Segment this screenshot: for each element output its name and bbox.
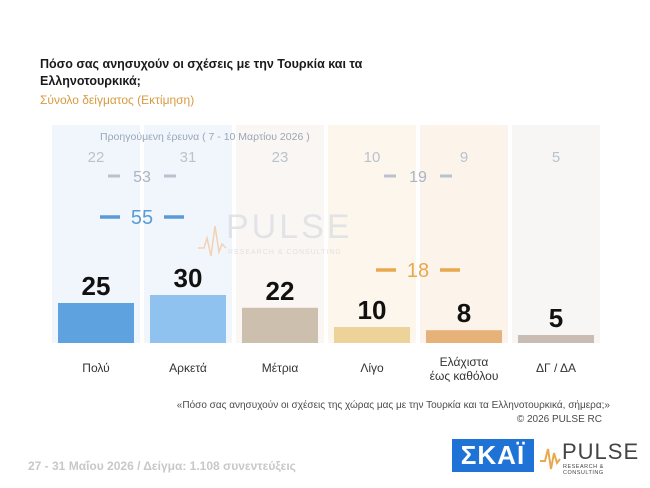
pulse-logo-sub: RESEARCH & CONSULTING (563, 464, 604, 476)
bar (426, 330, 502, 343)
survey-footer: 27 - 31 Μαΐου 2026 / Δείγμα: 1.108 συνεν… (28, 459, 296, 473)
column-background (512, 125, 600, 343)
value-label: 8 (457, 298, 471, 328)
group-total: 55 (131, 207, 153, 229)
previous-group-total: 19 (409, 169, 427, 186)
value-label: 30 (174, 263, 203, 293)
group-total: 18 (407, 260, 429, 282)
copyright: © 2026 PULSE RC (516, 414, 602, 425)
previous-group-total: 53 (133, 169, 151, 186)
previous-value-label: 31 (180, 149, 197, 166)
watermark-sub: RESEARCH & CONSULTING (228, 249, 342, 256)
value-label: 25 (82, 271, 111, 301)
skai-logo: ΣΚΑΪ (452, 439, 534, 472)
pulse-logo: PULSE RESEARCH & CONSULTING (540, 437, 640, 477)
category-label: Αρκετά (169, 361, 207, 375)
previous-value-label: 5 (552, 149, 560, 166)
chart-title: Πόσο σας ανησυχούν οι σχέσεις με την Του… (40, 57, 363, 88)
value-label: 5 (549, 303, 563, 333)
category-label: Λίγο (360, 361, 384, 375)
pulse-wave-icon (540, 448, 561, 470)
previous-value-label: 23 (272, 149, 289, 166)
column-background (420, 125, 508, 343)
category-label: Ελάχιστα έως καθόλου (430, 355, 499, 383)
previous-value-label: 9 (460, 149, 468, 166)
bar-chart: PULSE RESEARCH & CONSULTING 22 31 23 10 9 5 5… (52, 125, 600, 383)
value-label: 10 (358, 295, 387, 325)
previous-value-label: 10 (364, 149, 381, 166)
previous-value-label: 22 (88, 149, 105, 166)
bar (150, 295, 226, 343)
bar (58, 303, 134, 343)
chart-subtitle: Σύνολο δείγματος (Εκτίμηση) (40, 93, 195, 107)
previous-survey-label: Προηγούμενη έρευνα ( 7 - 10 Μαρτίου 2026… (100, 131, 310, 143)
column-background (236, 125, 324, 343)
watermark-word: PULSE (226, 208, 353, 246)
category-label: ΔΓ / ΔΑ (536, 361, 576, 375)
column-background (328, 125, 416, 343)
question-caption: «Πόσο σας ανησυχούν οι σχέσεις της χώρας… (176, 400, 610, 411)
pulse-logo-word: PULSE (562, 439, 640, 464)
value-label: 22 (266, 276, 295, 306)
bar (518, 335, 594, 343)
category-label: Πολύ (82, 361, 109, 375)
bar (334, 327, 410, 343)
bar (242, 307, 318, 343)
pulse-watermark: PULSE RESEARCH & CONSULTING (198, 208, 353, 257)
category-label: Μέτρια (262, 361, 299, 375)
